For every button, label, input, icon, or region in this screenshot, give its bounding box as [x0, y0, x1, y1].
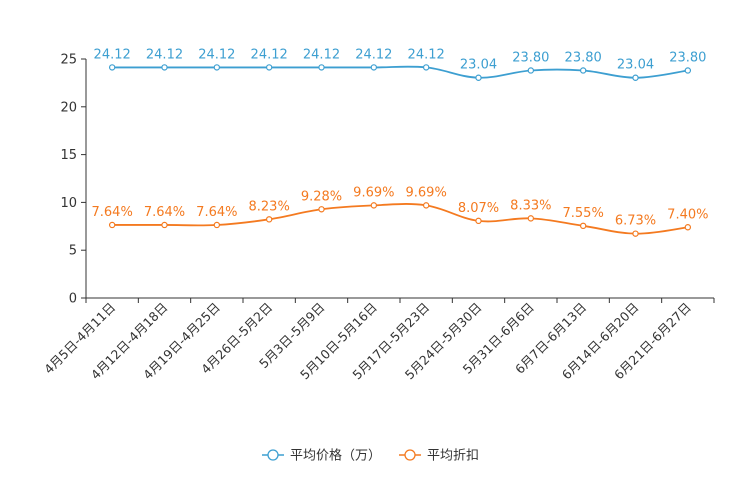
data-label: 24.12 [94, 47, 131, 62]
data-point [318, 64, 325, 71]
data-point [213, 221, 221, 229]
legend-item-2[interactable]: 平均折扣 [399, 449, 479, 464]
data-point [475, 217, 482, 225]
data-label: 23.80 [565, 50, 602, 65]
data-label: 8.07% [458, 201, 499, 216]
y-tick-label: 25 [60, 53, 77, 68]
data-label: 23.04 [617, 58, 654, 73]
series-1: 24.12 24.12 24.12 24.12 24.12 24.12 24.12 23.04… [94, 47, 706, 81]
data-label: 23.80 [512, 50, 549, 65]
data-point [684, 67, 692, 74]
data-label: 9.69% [406, 185, 447, 200]
data-point [108, 221, 116, 229]
data-point [579, 222, 587, 230]
data-point [632, 230, 639, 237]
data-label: 7.64% [196, 205, 237, 220]
data-label: 9.28% [301, 189, 342, 204]
data-point [108, 64, 116, 71]
legend-item-1[interactable]: 平均价格（万） [262, 448, 381, 464]
series-line [112, 203, 688, 235]
data-point [265, 64, 273, 71]
data-label: 7.40% [667, 207, 708, 222]
legend-label: 平均折扣 [427, 449, 479, 464]
data-label: 8.33% [510, 198, 551, 213]
data-label: 9.69% [353, 185, 394, 200]
data-label: 6.73% [615, 214, 656, 229]
series-line [112, 65, 688, 79]
data-label: 24.12 [355, 47, 392, 62]
data-point [579, 67, 587, 74]
data-label: 24.12 [198, 47, 235, 62]
data-label: 23.80 [669, 50, 706, 65]
data-point [213, 64, 221, 71]
data-point [370, 64, 378, 71]
data-point [265, 216, 273, 223]
legend-label: 平均价格（万） [290, 448, 381, 464]
y-tick-label: 20 [60, 100, 77, 115]
data-label: 7.64% [92, 205, 133, 220]
data-label: 7.64% [144, 205, 185, 220]
data-label: 8.23% [249, 199, 290, 214]
data-label: 24.12 [303, 47, 340, 62]
axes: 05101520254月5日-4月11日4月12日-4月18日4月19日-4月2… [41, 53, 715, 382]
data-point [475, 74, 482, 81]
data-label: 23.04 [460, 58, 497, 73]
data-label: 24.12 [408, 47, 445, 62]
data-point [422, 202, 430, 209]
y-tick-label: 15 [60, 148, 77, 163]
data-label: 24.12 [146, 47, 183, 62]
data-point [370, 202, 378, 209]
data-label: 24.12 [251, 47, 288, 62]
data-point [527, 67, 535, 74]
series-layer: 24.12 24.12 24.12 24.12 24.12 24.12 24.12 23.04… [92, 47, 708, 237]
data-point [684, 224, 692, 231]
data-point [632, 74, 639, 81]
data-point [318, 206, 325, 213]
data-point [161, 221, 168, 229]
y-tick-label: 10 [60, 196, 77, 211]
data-label: 7.55% [563, 206, 604, 221]
legend-marker-icon [267, 449, 279, 461]
series-2: 7.64% 7.64% 7.64% 8.23% 9.28% 9.69% 9.69% 8.07%… [92, 185, 708, 237]
data-point [422, 64, 430, 71]
legend-marker-icon [404, 449, 416, 461]
y-tick-label: 5 [69, 244, 77, 259]
data-point [527, 215, 535, 222]
legend[interactable]: 平均价格（万） 平均折扣 [262, 448, 479, 464]
y-tick-label: 0 [69, 292, 77, 307]
data-point [161, 64, 168, 71]
